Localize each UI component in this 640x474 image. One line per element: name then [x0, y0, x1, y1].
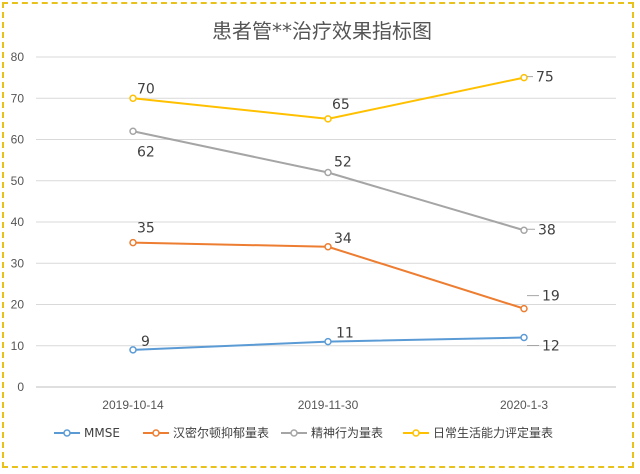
- y-tick-label: 10: [11, 339, 25, 353]
- y-axis-ticks: 0 10 20 30 40 50 60 70 80: [11, 50, 25, 394]
- data-label: 11: [336, 326, 354, 342]
- legend: MMSE 汉密尔顿抑郁量表 精神行为量表 日常生活能力评定量表: [54, 425, 553, 440]
- data-point: [520, 333, 528, 342]
- series-line: [132, 241, 525, 310]
- data-point: [129, 127, 137, 135]
- gridlines: [36, 56, 616, 388]
- y-tick-label: 70: [11, 91, 25, 105]
- data-labels: 9 11 12 35 34 19 62 52 38 70 65 75: [137, 70, 560, 355]
- x-tick-label: 2019-10-14: [102, 398, 164, 412]
- data-point: [520, 304, 528, 313]
- data-label: 19: [542, 289, 560, 305]
- data-point: [129, 346, 137, 354]
- data-point: [324, 115, 332, 123]
- x-tick-label: 2019-11-30: [298, 398, 359, 412]
- data-point: [129, 238, 137, 247]
- x-tick-label: 2020-1-3: [500, 398, 548, 412]
- legend-label: 汉密尔顿抑郁量表: [173, 425, 269, 440]
- y-tick-label: 20: [11, 298, 25, 312]
- data-point: [129, 94, 137, 102]
- legend-marker: [290, 429, 298, 437]
- y-tick-label: 50: [11, 174, 25, 188]
- data-label: 12: [542, 339, 560, 355]
- legend-marker: [412, 429, 420, 437]
- legend-label: MMSE: [84, 426, 120, 440]
- legend-label: 日常生活能力评定量表: [433, 425, 553, 440]
- data-label: 38: [538, 222, 556, 238]
- y-tick-label: 0: [17, 380, 24, 394]
- data-label: 9: [141, 334, 150, 350]
- chart-title: 患者管**治疗效果指标图: [212, 19, 432, 43]
- data-label: 70: [137, 81, 155, 97]
- data-label: 34: [334, 231, 352, 247]
- y-tick-label: 80: [11, 50, 25, 64]
- data-label: 65: [332, 97, 350, 113]
- data-point: [324, 337, 332, 346]
- data-label: 75: [536, 70, 554, 86]
- chart-frame: [2, 2, 634, 468]
- y-tick-label: 40: [11, 215, 25, 229]
- y-tick-label: 30: [11, 256, 25, 270]
- data-point: [324, 168, 332, 177]
- x-axis-ticks: 2019-10-14 2019-11-30 2020-1-3: [102, 398, 548, 412]
- legend-label: 精神行为量表: [311, 426, 383, 440]
- data-label: 52: [334, 155, 352, 171]
- series-lines: [129, 73, 528, 354]
- data-point: [520, 73, 528, 82]
- legend-marker: [152, 429, 160, 437]
- data-point: [520, 226, 528, 234]
- data-label: 62: [137, 144, 155, 160]
- data-label: 35: [137, 221, 155, 237]
- y-tick-label: 60: [11, 133, 25, 147]
- legend-marker: [63, 429, 71, 437]
- data-point: [324, 243, 332, 251]
